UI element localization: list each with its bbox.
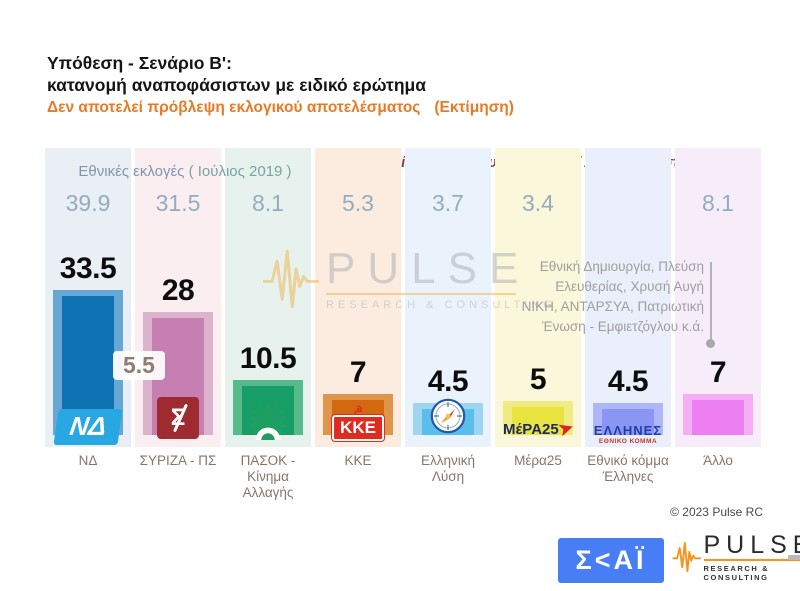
nd-party-logo: ✦ ΝΔ: [53, 409, 123, 445]
poll-value-label: 7: [349, 356, 367, 389]
party-column: 4.5 ΕΛΛΗΝΕΣ ΕΘΝΙΚΟ ΚΟΜΜΑ Εθνικό κόμμα Έλλην…: [585, 148, 671, 484]
other-parties-annotation: Εθνική Δημιουργία, Πλεύση Ελευθερίας, Χρυ…: [522, 257, 704, 337]
party-name-label: ΝΔ: [78, 453, 98, 468]
past-election-value: 8.1: [702, 190, 734, 216]
syriza-party-logo: Σ: [157, 397, 199, 439]
past-election-value: 3.7: [432, 190, 464, 216]
pulse-logo-rule: [703, 555, 800, 561]
past-election-period: ( Ιούλιος 2019 ): [188, 163, 292, 180]
poll-value-label: 7: [709, 356, 727, 389]
watermark-tagline: RESEARCH & CONSULTING: [326, 299, 556, 311]
brush-stroke-icon: [173, 403, 188, 433]
party-name-label: Ελληνική Λύση: [420, 453, 476, 484]
party-name-label: ΚΚΕ: [344, 453, 372, 468]
watermark-brand: PULSE: [326, 244, 531, 293]
party-name-label: ΠΑΣΟΚ - Κίνημα Αλλαγής: [240, 453, 296, 500]
poll-value-label: 4.5: [607, 365, 649, 398]
mera25-party-logo: ΜέΡΑ25➤: [503, 417, 576, 440]
estimation-label: (Εκτίμηση): [434, 99, 514, 116]
pulse-waveform-icon: [263, 249, 319, 309]
poll-bar: [503, 401, 573, 435]
party-column: 8.1 10.5 ΠΑΣΟΚ - Κίνημα Αλλαγής: [225, 148, 311, 500]
disclaimer-text: Δεν αποτελεί πρόβλεψη εκλογικού αποτελέσ…: [47, 96, 514, 120]
hammer-sickle-icon: ☭: [353, 405, 363, 417]
annotation-line: Εθνική Δημιουργία, Πλεύση: [539, 259, 704, 274]
disclaimer: Δεν αποτελεί πρόβλεψη εκλογικού αποτελέσ…: [47, 99, 421, 116]
party-name-label: ΣΥΡΙΖΑ - ΠΣ: [139, 453, 217, 468]
kke-party-logo: ☭ ΚΚΕ: [331, 405, 385, 442]
skai-logo: Σ<ΑΪ: [558, 538, 664, 583]
party-column: 39.9 33.5 ✦ ΝΔ ΝΔ: [45, 148, 131, 468]
poll-bar: [593, 403, 663, 435]
pasok-sun-logo: [240, 396, 296, 445]
pulse-logo: PULSE RESEARCH & CONSULTING: [672, 531, 800, 583]
copyright-text: © 2023 Pulse RC: [670, 505, 763, 519]
poll-value-label: 28: [161, 274, 195, 307]
annotation-line: Ένωση - Εμφιετζόγλου κ.ά.: [542, 319, 704, 334]
party-name-label: Άλλο: [703, 453, 733, 468]
watermark-rule: [326, 293, 516, 295]
party-column: 8.1 7 Άλλο: [675, 148, 761, 468]
party-column: 5.3 7 ☭ ΚΚΕ ΚΚΕ: [315, 148, 401, 468]
title-block: Υπόθεση - Σενάριο Β': κατανομή αναποφάσι…: [47, 52, 514, 120]
lead-gap-badge: 5.5: [113, 351, 165, 380]
party-column: 3.7 4.5 Ελληνική Λύση: [405, 148, 491, 484]
poll-value-label: 5: [529, 363, 547, 396]
pulse-logo-brand: PULSE: [703, 531, 800, 559]
party-name-label: Εθνικό κόμμα Έλληνες: [587, 453, 669, 484]
pulse-logo-tagline: RESEARCH & CONSULTING: [703, 564, 770, 582]
past-election-value: 31.5: [155, 190, 201, 216]
party-column: 31.5 28 Σ ΣΥΡΙΖΑ - ΠΣ: [135, 148, 221, 468]
poll-value-label: 33.5: [59, 252, 117, 285]
pulse-watermark: PULSE RESEARCH & CONSULTING: [262, 246, 556, 312]
past-election-value: 5.3: [342, 190, 374, 216]
party-column: 3.4 5 ΜέΡΑ25➤ Μέρα25: [495, 148, 581, 468]
annotation-line: Ελευθερίας, Χρυσή Αυγή: [555, 279, 704, 294]
arrow-icon: ➤: [555, 417, 576, 440]
page-title-line2: κατανομή αναποφάσιστων με ειδικό ερώτημα: [47, 75, 426, 95]
elliniki-lysi-compass-logo: [430, 398, 466, 439]
pulse-waveform-icon: [672, 541, 701, 573]
annotation-connector-line: [710, 262, 712, 340]
past-election-value: 8.1: [252, 190, 284, 216]
ellines-party-logo: ΕΛΛΗΝΕΣ ΕΘΝΙΚΟ ΚΟΜΜΑ: [593, 423, 663, 445]
annotation-line: ΝΙΚΗ, ΑΝΤΑΡΣΥΑ, Πατριωτική: [521, 299, 704, 314]
poll-bar: [683, 394, 753, 435]
past-election-header: Εθνικές εκλογές ( Ιούλιος 2019 ): [45, 163, 325, 180]
annotation-connector-dot: [706, 339, 715, 348]
pulse-logo-mark: [787, 555, 800, 560]
page-title-line1: Υπόθεση - Σενάριο Β':: [47, 53, 232, 73]
past-election-value: 39.9: [65, 190, 111, 216]
poll-value-label: 10.5: [239, 342, 297, 375]
poll-value-label: 4.5: [427, 365, 469, 398]
bar-chart: 39.9 33.5 ✦ΝΔ ΝΔ 31.5 28 Σ ΣΥΡΙΖΑ - ΠΣ 8.1 10.5 ΠΑ…: [45, 148, 761, 500]
party-name-label: Μέρα25: [514, 453, 562, 468]
past-election-label: Εθνικές εκλογές: [78, 163, 185, 180]
past-election-value: 3.4: [522, 190, 554, 216]
